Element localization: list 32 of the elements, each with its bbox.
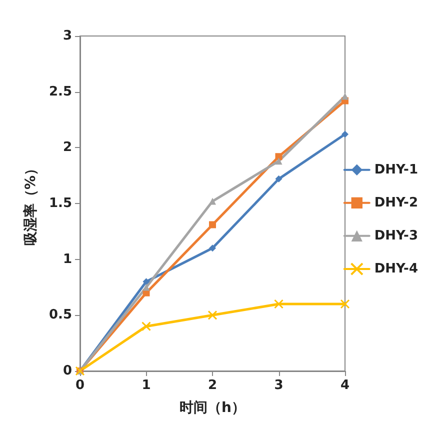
point <box>142 284 150 291</box>
point <box>209 221 216 228</box>
point <box>275 175 282 182</box>
y-tick-label: 1 <box>62 252 72 267</box>
point <box>275 153 282 160</box>
x-tick-label: 1 <box>142 378 151 393</box>
point <box>340 299 350 309</box>
y-tick-label: 3 <box>62 28 72 44</box>
point <box>342 130 348 138</box>
y-tick-label: 2.5 <box>48 84 72 100</box>
point <box>142 322 151 332</box>
y-axis-title: 吸湿率（%） <box>22 161 39 246</box>
point <box>208 310 218 320</box>
legend-label: DHY-2 <box>374 195 418 210</box>
point <box>209 244 216 252</box>
y-tick-label: 0.5 <box>48 308 72 323</box>
x-axis-title: 时间（h） <box>180 400 246 416</box>
x-tick-label: 3 <box>274 378 284 393</box>
point <box>275 158 282 165</box>
y-tick-label: 2 <box>62 140 72 156</box>
y-tick-label: 0 <box>62 364 72 378</box>
point <box>274 299 284 309</box>
y-tick-label: 1.5 <box>48 196 72 211</box>
x-tick-label: 4 <box>340 378 350 393</box>
x-tick-label: 0 <box>75 378 85 393</box>
legend-label: DHY-3 <box>374 228 418 244</box>
point <box>342 92 348 100</box>
x-tick-label: 2 <box>208 378 218 393</box>
legend-label: DHY-1 <box>374 162 418 178</box>
legend-label: DHY-4 <box>374 262 418 276</box>
point <box>209 198 216 205</box>
point <box>142 278 150 286</box>
